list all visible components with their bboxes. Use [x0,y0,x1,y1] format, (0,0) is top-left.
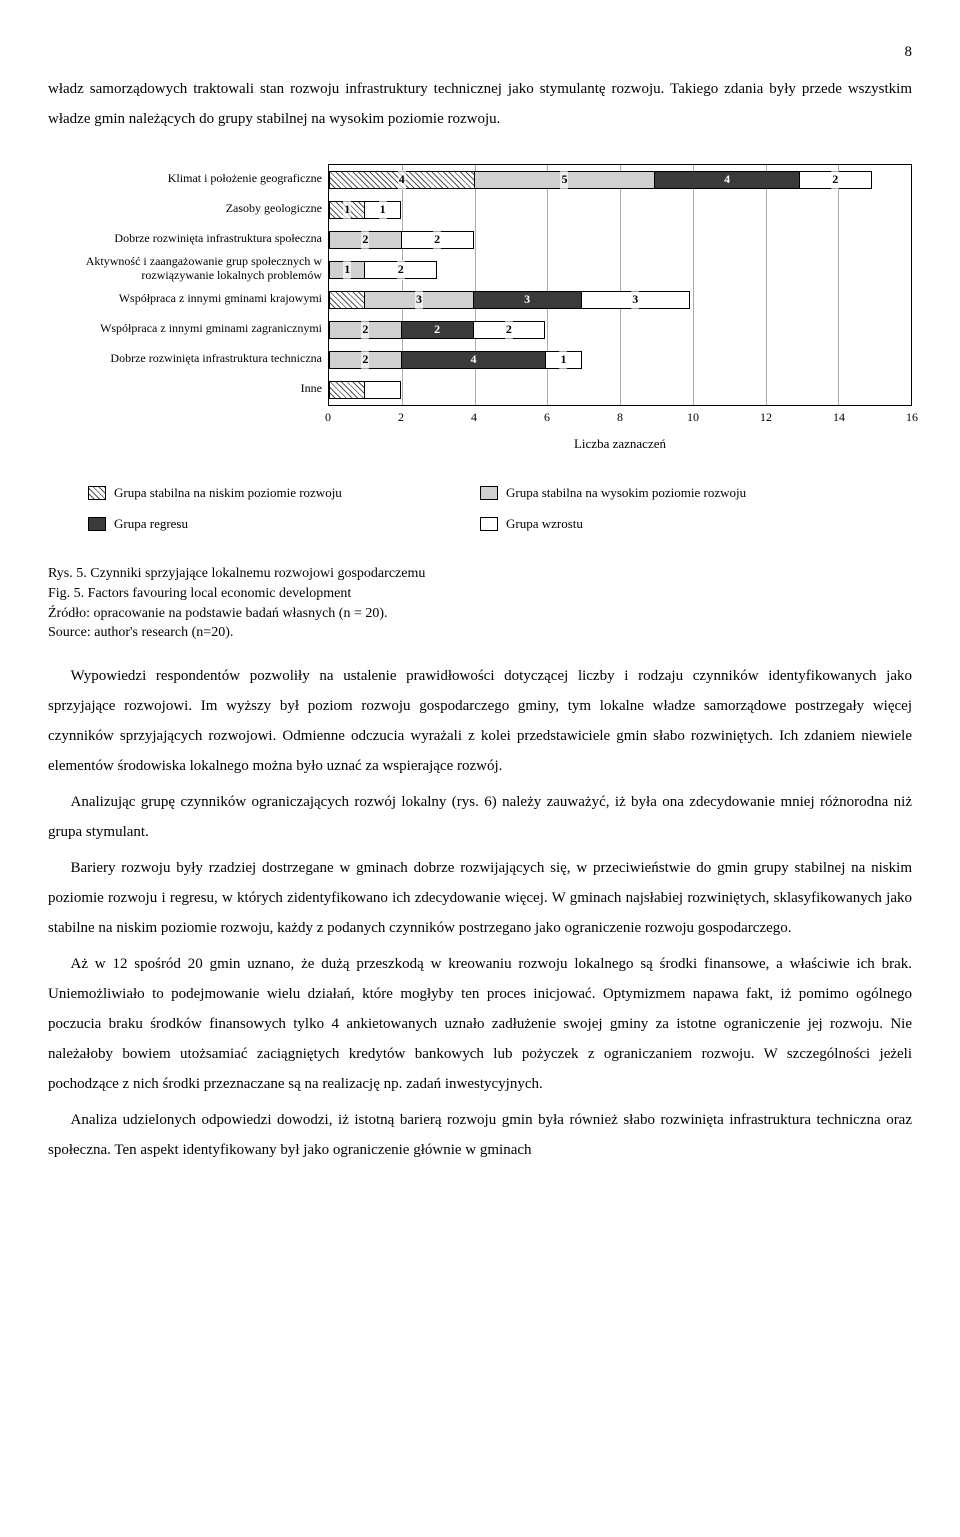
legend-item: Grupa stabilna na niskim poziomie rozwoj… [88,483,480,504]
legend-label: Grupa regresu [114,514,188,535]
chart-x-tick-label: 14 [833,408,845,427]
chart-bar-segment [329,381,365,399]
legend-swatch [88,517,106,531]
chart-bar-row: 333 [329,285,911,315]
chart-bar-row: 241 [329,345,911,375]
figure-caption: Rys. 5. Czynniki sprzyjające lokalnemu r… [48,564,912,642]
body-paragraph: Analizując grupę czynników ograniczający… [48,787,912,847]
chart-x-tick-label: 4 [471,408,477,427]
chart-plot-area: 4542112212333222241 [328,164,912,406]
chart-x-tick-label: 0 [325,408,331,427]
chart-category-label: Współpraca z innymi gminami krajowymi [48,284,328,314]
chart-bar-segment: 3 [364,291,473,309]
chart-bar-row: 11 [329,195,911,225]
chart-bar-segment: 1 [545,351,581,369]
chart-x-tick-label: 12 [760,408,772,427]
legend-swatch [480,486,498,500]
chart-bar-segment [329,291,365,309]
chart-bar-row: 22 [329,225,911,255]
chart-bar-segment: 1 [329,201,365,219]
chart-bar-row: 12 [329,255,911,285]
chart-bar-row: 222 [329,315,911,345]
chart-x-tick-label: 10 [687,408,699,427]
chart-bar-segment: 4 [654,171,800,189]
chart-bar-segment: 4 [401,351,547,369]
chart-legend: Grupa stabilna na niskim poziomie rozwoj… [88,483,872,545]
chart-bar-row: 4542 [329,165,911,195]
chart-bar-segment: 2 [401,321,474,339]
body-paragraph: Bariery rozwoju były rzadziej dostrzegan… [48,853,912,943]
chart-category-label: Zasoby geologiczne [48,194,328,224]
chart-bar-segment: 2 [473,321,546,339]
chart-bar-segment: 2 [799,171,872,189]
legend-label: Grupa wzrostu [506,514,583,535]
chart-bar-segment [364,381,400,399]
chart-category-label: Klimat i położenie geograficzne [48,164,328,194]
chart-bar-segment: 1 [364,201,400,219]
body-paragraph: Aż w 12 spośród 20 gmin uznano, że dużą … [48,949,912,1099]
chart-bar-row [329,375,911,405]
legend-swatch [88,486,106,500]
caption-line: Fig. 5. Factors favouring local economic… [48,584,912,604]
chart-x-axis-title: Liczba zaznaczeń [328,434,912,455]
chart-bar-segment: 2 [364,261,437,279]
body-paragraph: Wypowiedzi respondentów pozwoliły na ust… [48,661,912,781]
legend-item: Grupa wzrostu [480,514,872,535]
figure-5-chart: Klimat i położenie geograficzneZasoby ge… [48,164,912,544]
chart-category-label: Dobrze rozwinięta infrastruktura technic… [48,344,328,374]
legend-label: Grupa stabilna na niskim poziomie rozwoj… [114,483,342,504]
chart-x-tick-label: 2 [398,408,404,427]
chart-bar-segment: 3 [473,291,582,309]
chart-bars: 4542112212333222241 [329,165,911,405]
chart-bar-segment: 3 [581,291,690,309]
chart-category-labels: Klimat i położenie geograficzneZasoby ge… [48,164,328,406]
chart-category-label: Dobrze rozwinięta infrastruktura społecz… [48,224,328,254]
chart-bar-segment: 4 [329,171,475,189]
chart-bar-segment: 5 [474,171,656,189]
chart-x-ticks: 0246810121416 [328,408,912,424]
legend-label: Grupa stabilna na wysokim poziomie rozwo… [506,483,746,504]
chart-category-label: Współpraca z innymi gminami zagranicznym… [48,314,328,344]
body-paragraph: Analiza udzielonych odpowiedzi dowodzi, … [48,1105,912,1165]
chart-bar-segment: 2 [329,231,402,249]
legend-item: Grupa regresu [88,514,480,535]
chart-category-label: Aktywność i zaangażowanie grup społeczny… [48,254,328,284]
body-text: Wypowiedzi respondentów pozwoliły na ust… [48,661,912,1165]
caption-line: Source: author's research (n=20). [48,623,912,643]
legend-swatch [480,517,498,531]
chart-x-tick-label: 8 [617,408,623,427]
legend-item: Grupa stabilna na wysokim poziomie rozwo… [480,483,872,504]
page-number: 8 [48,40,912,64]
intro-paragraph: władz samorządowych traktowali stan rozw… [48,74,912,134]
chart-x-tick-label: 6 [544,408,550,427]
caption-line: Źródło: opracowanie na podstawie badań w… [48,604,912,624]
caption-line: Rys. 5. Czynniki sprzyjające lokalnemu r… [48,564,912,584]
chart-bar-segment: 2 [329,351,402,369]
chart-bar-segment: 2 [329,321,402,339]
chart-bar-segment: 1 [329,261,365,279]
chart-category-label: Inne [48,374,328,404]
chart-bar-segment: 2 [401,231,474,249]
chart-x-tick-label: 16 [906,408,918,427]
